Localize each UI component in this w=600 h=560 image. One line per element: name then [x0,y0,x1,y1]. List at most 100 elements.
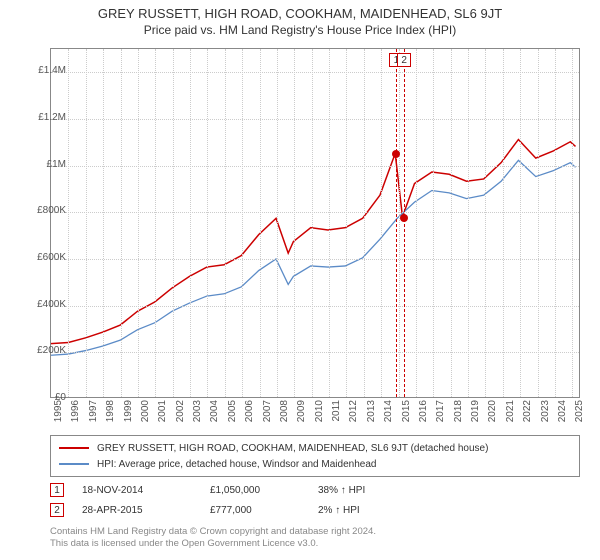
footer-line: This data is licensed under the Open Gov… [50,538,580,550]
legend-swatch [59,463,89,465]
x-axis-label: 2003 [192,400,203,430]
gridline-vertical [277,49,278,397]
gridline-vertical [416,49,417,397]
x-axis-label: 1995 [53,400,64,430]
x-axis-label: 1999 [123,400,134,430]
gridline-vertical [312,49,313,397]
legend-label: HPI: Average price, detached house, Wind… [97,459,376,470]
x-axis-label: 2005 [227,400,238,430]
x-axis-label: 2004 [209,400,220,430]
x-axis-label: 2011 [331,400,342,430]
y-axis-label: £1.2M [18,112,66,123]
transaction-pct: 38% ↑ HPI [318,485,408,496]
transaction-price: £777,000 [210,505,300,516]
gridline-vertical [503,49,504,397]
x-axis-label: 2002 [175,400,186,430]
gridline-vertical [86,49,87,397]
gridline-vertical [485,49,486,397]
gridline-vertical [572,49,573,397]
gridline-horizontal [51,119,579,120]
transaction-pct: 2% ↑ HPI [318,505,408,516]
transaction-marker-icon: 1 [50,483,64,497]
y-axis-label: £400K [18,299,66,310]
gridline-vertical [399,49,400,397]
gridline-horizontal [51,212,579,213]
y-axis-label: £200K [18,345,66,356]
x-axis-label: 2017 [435,400,446,430]
chart-svg [51,49,579,397]
x-axis-label: 2000 [140,400,151,430]
gridline-vertical [242,49,243,397]
transaction-price: £1,050,000 [210,485,300,496]
x-axis-label: 2024 [557,400,568,430]
gridline-vertical [207,49,208,397]
gridline-horizontal [51,166,579,167]
transaction-marker-icon: 2 [50,503,64,517]
x-axis-label: 2023 [540,400,551,430]
footer-line: Contains HM Land Registry data © Crown c… [50,526,580,538]
x-axis-label: 2020 [487,400,498,430]
x-axis-label: 2008 [279,400,290,430]
marker-vline [396,49,397,397]
gridline-vertical [225,49,226,397]
gridline-horizontal [51,352,579,353]
gridline-vertical [538,49,539,397]
x-axis-label: 2010 [314,400,325,430]
x-axis-label: 2025 [574,400,585,430]
x-axis-label: 2016 [418,400,429,430]
x-axis-label: 1997 [88,400,99,430]
x-axis-label: 2019 [470,400,481,430]
gridline-vertical [173,49,174,397]
x-axis-label: 1998 [105,400,116,430]
gridline-vertical [364,49,365,397]
transaction-list: 1 18-NOV-2014 £1,050,000 38% ↑ HPI 2 28-… [50,480,580,520]
gridline-vertical [260,49,261,397]
x-axis-label: 1996 [70,400,81,430]
gridline-vertical [294,49,295,397]
marker-dot [392,150,400,158]
legend-item-property: GREY RUSSETT, HIGH ROAD, COOKHAM, MAIDEN… [59,440,571,456]
gridline-vertical [451,49,452,397]
gridline-horizontal [51,259,579,260]
legend-swatch [59,447,89,449]
x-axis-label: 2007 [262,400,273,430]
chart-container: GREY RUSSETT, HIGH ROAD, COOKHAM, MAIDEN… [0,0,600,560]
series-line-property [51,139,576,343]
chart-subtitle: Price paid vs. HM Land Registry's House … [0,21,600,37]
gridline-vertical [433,49,434,397]
legend-box: GREY RUSSETT, HIGH ROAD, COOKHAM, MAIDEN… [50,435,580,477]
y-axis-label: £800K [18,205,66,216]
gridline-vertical [329,49,330,397]
transaction-row: 1 18-NOV-2014 £1,050,000 38% ↑ HPI [50,480,580,500]
x-axis-label: 2015 [401,400,412,430]
gridline-vertical [346,49,347,397]
x-axis-label: 2012 [348,400,359,430]
x-axis-label: 2018 [453,400,464,430]
gridline-vertical [155,49,156,397]
y-axis-label: £1M [18,159,66,170]
gridline-vertical [468,49,469,397]
series-line-hpi [51,160,576,355]
transaction-date: 28-APR-2015 [82,505,192,516]
x-axis-label: 2013 [366,400,377,430]
x-axis-label: 2006 [244,400,255,430]
x-axis-label: 2021 [505,400,516,430]
x-axis-label: 2009 [296,400,307,430]
gridline-vertical [520,49,521,397]
gridline-vertical [121,49,122,397]
gridline-vertical [381,49,382,397]
gridline-vertical [190,49,191,397]
x-axis-label: 2022 [522,400,533,430]
y-axis-label: £1.4M [18,65,66,76]
gridline-vertical [103,49,104,397]
marker-label-box: 2 [397,53,411,67]
marker-dot [400,214,408,222]
y-axis-label: £600K [18,252,66,263]
chart-title: GREY RUSSETT, HIGH ROAD, COOKHAM, MAIDEN… [0,0,600,21]
marker-vline [404,49,405,397]
plot-area: 12 [50,48,580,398]
footer-attribution: Contains HM Land Registry data © Crown c… [50,526,580,551]
legend-label: GREY RUSSETT, HIGH ROAD, COOKHAM, MAIDEN… [97,443,488,454]
gridline-horizontal [51,72,579,73]
gridline-vertical [555,49,556,397]
